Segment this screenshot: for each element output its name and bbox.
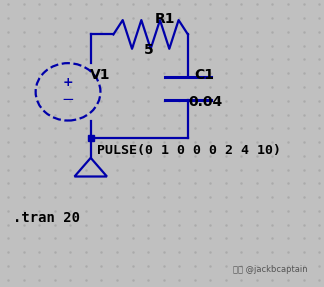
Text: R1: R1 — [155, 12, 176, 26]
Text: 5: 5 — [144, 43, 154, 57]
Text: .tran 20: .tran 20 — [13, 211, 80, 225]
Text: 0.04: 0.04 — [189, 95, 223, 109]
Text: 知乎 @jackbcaptain: 知乎 @jackbcaptain — [233, 265, 308, 274]
Text: +: + — [63, 76, 73, 89]
Text: V1: V1 — [90, 68, 111, 82]
Text: C1: C1 — [194, 68, 214, 82]
Text: −: − — [62, 92, 75, 106]
Text: PULSE(0 1 0 0 0 2 4 10): PULSE(0 1 0 0 0 2 4 10) — [97, 144, 281, 157]
